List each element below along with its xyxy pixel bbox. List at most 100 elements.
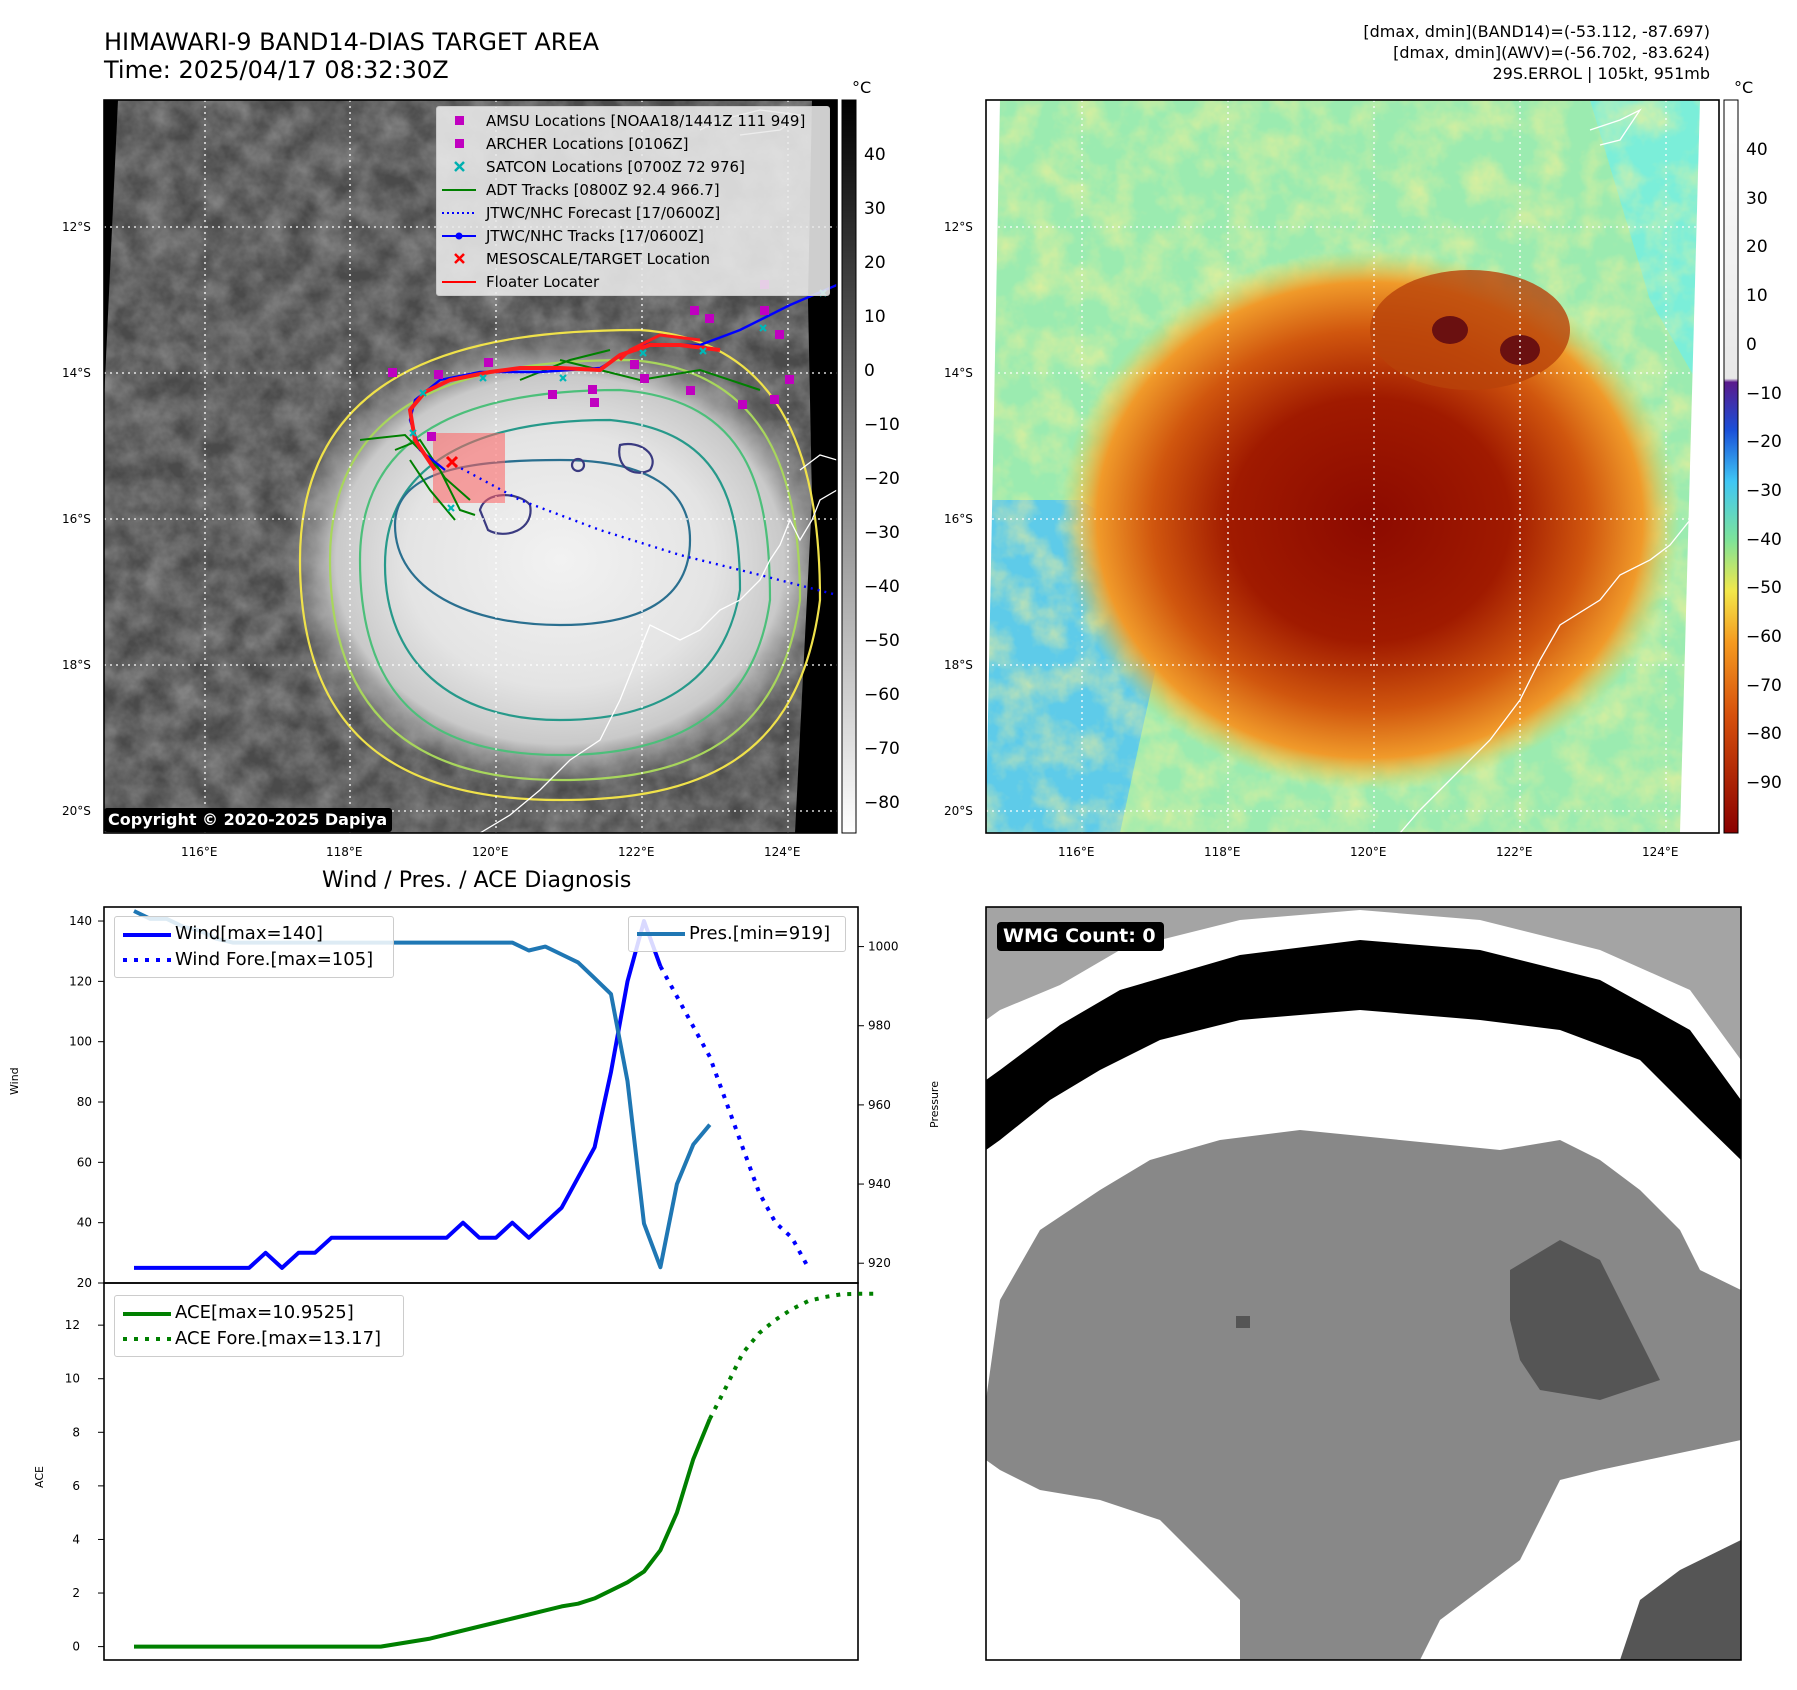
lon-tick-label: 118°E <box>1204 845 1241 859</box>
adt-tracks <box>359 349 761 521</box>
copyright-label: Copyright © 2020-2025 Dapiya <box>104 808 393 832</box>
legend-marker-icon <box>442 281 476 283</box>
colorbar-tick-label: 10 <box>1746 286 1768 307</box>
lon-tick-label: 124°E <box>764 845 801 859</box>
map-legend-item: ARCHER Locations [0106Z] <box>440 133 830 155</box>
diagnosis-title: Wind / Pres. / ACE Diagnosis <box>322 868 632 893</box>
colorbar-tick-label: 0 <box>1746 334 1757 355</box>
pressure-tick-label: 980 <box>868 1019 891 1033</box>
colorbar-tick-label: −80 <box>1746 724 1782 745</box>
map-legend-label: SATCON Locations [0700Z 72 976] <box>486 158 745 176</box>
legend-marker-icon <box>455 139 464 148</box>
ace-tick-label: 0 <box>72 1640 80 1654</box>
colorbar-tick-label: −70 <box>864 739 900 759</box>
lat-tick-label: 14°S <box>944 366 973 380</box>
pressure-tick-label: 960 <box>868 1098 891 1112</box>
colorbar-tick-label: 10 <box>864 307 886 327</box>
wind-tick-label: 80 <box>77 1095 92 1109</box>
legend-marker-icon <box>442 232 476 240</box>
legend-marker-icon <box>455 116 464 125</box>
awv-map-frame <box>985 99 1720 834</box>
ace-tick-label: 4 <box>72 1532 80 1546</box>
map-legend-label: JTWC/NHC Forecast [17/0600Z] <box>486 204 721 222</box>
lat-tick-label: 18°S <box>62 658 91 672</box>
lat-tick-label: 14°S <box>62 366 91 380</box>
ace-tick-label: 6 <box>72 1479 80 1493</box>
stats-line2: [dmax, dmin](AWV)=(-56.702, -83.624) <box>1393 43 1710 62</box>
map-legend-label: ARCHER Locations [0106Z] <box>486 135 689 153</box>
wind-legend: Wind[max=140] Wind Fore.[max=105] <box>114 916 394 978</box>
lon-tick-label: 122°E <box>618 845 655 859</box>
colorbar-tick-label: −80 <box>864 793 900 813</box>
map-legend-item: JTWC/NHC Forecast [17/0600Z] <box>440 202 830 224</box>
floater-locater <box>407 343 721 472</box>
lon-tick-label: 118°E <box>326 845 363 859</box>
lon-tick-label: 124°E <box>1642 845 1679 859</box>
mesoscale-target-marker <box>445 455 459 469</box>
map-legend-label: MESOSCALE/TARGET Location <box>486 250 711 268</box>
wmg-count-badge: WMG Count: 0 <box>997 922 1164 951</box>
lat-tick-label: 16°S <box>944 512 973 526</box>
awv-colorbar <box>1723 99 1739 834</box>
colorbar-tick-label: 20 <box>1746 237 1768 258</box>
map-legend-label: AMSU Locations [NOAA18/1441Z 111 949] <box>486 112 806 130</box>
legend-marker-icon <box>454 253 465 264</box>
ace-frame <box>103 1282 859 1661</box>
legend-pres-label: Pres.[min=919] <box>689 923 831 944</box>
colorbar-tick-label: −20 <box>1746 432 1782 453</box>
awv-map-gridlines <box>986 100 1719 833</box>
ir-colorbar <box>841 99 857 834</box>
lon-tick-label: 120°E <box>1350 845 1387 859</box>
lat-tick-label: 12°S <box>944 220 973 234</box>
legend-ace-label: ACE[max=10.9525] <box>175 1302 354 1323</box>
colorbar-tick-label: −50 <box>864 631 900 651</box>
map-legend-label: Floater Locater <box>486 273 600 291</box>
colorbar-tick-label: −40 <box>864 577 900 597</box>
map-title-line2: Time: 2025/04/17 08:32:30Z <box>104 56 449 84</box>
satcon-markers <box>409 289 827 512</box>
lat-tick-label: 20°S <box>944 804 973 818</box>
map-legend-item: AMSU Locations [NOAA18/1441Z 111 949] <box>440 110 830 132</box>
ace-tick-label: 10 <box>65 1372 80 1386</box>
colorbar-tick-label: 30 <box>864 199 886 219</box>
pressure-legend: Pres.[min=919] <box>628 916 846 952</box>
colorbar-tick-label: −40 <box>1746 529 1782 550</box>
ace-series-line <box>134 1418 712 1649</box>
mesoscale-target-box <box>433 433 505 503</box>
ir-map-frame <box>103 99 838 834</box>
map-legend-item: Floater Locater <box>440 271 830 293</box>
colorbar-tick-label: −70 <box>1746 675 1782 696</box>
colorbar-tick-label: −60 <box>1746 627 1782 647</box>
pressure-tick-label: 940 <box>868 1177 891 1191</box>
colorbar-tick-label: −90 <box>1746 773 1782 794</box>
colorbar-tick-label: 30 <box>1746 188 1768 209</box>
wmg-count-text: WMG Count: 0 <box>1003 925 1156 947</box>
legend-ace-fore-label: ACE Fore.[max=13.17] <box>175 1328 382 1349</box>
colorbar-tick-label: 40 <box>1746 140 1768 160</box>
colorbar-tick-label: −50 <box>1746 578 1782 599</box>
colorbar-tick-label: −10 <box>864 415 900 435</box>
colorbar-tick-label: −30 <box>864 523 900 543</box>
wmg-frame <box>985 906 1742 1661</box>
stats-line1: [dmax, dmin](BAND14)=(-53.112, -87.697) <box>1363 22 1710 41</box>
map-title-line1: HIMAWARI-9 BAND14-DIAS TARGET AREA <box>104 28 600 56</box>
pressure-tick-label: 920 <box>868 1256 891 1270</box>
colorbar-tick-label: −30 <box>1746 480 1782 501</box>
legend-wind-fore-label: Wind Fore.[max=105] <box>175 949 374 970</box>
map-legend <box>436 106 830 296</box>
lon-tick-label: 122°E <box>1496 845 1533 859</box>
map-legend-item: MESOSCALE/TARGET Location <box>440 248 830 270</box>
colorbar-tick-label: −20 <box>864 469 900 489</box>
legend-marker-icon <box>442 189 476 191</box>
colorbar-tick-label: 0 <box>864 361 875 381</box>
colorbar-tick-label: 40 <box>864 145 886 165</box>
lat-tick-label: 12°S <box>62 220 91 234</box>
pressure-tick-label: 1000 <box>868 940 899 954</box>
wind-tick-label: 140 <box>69 914 92 928</box>
ace-tick-label: 2 <box>72 1586 80 1600</box>
lon-tick-label: 116°E <box>1058 845 1095 859</box>
stats-line3: 29S.ERROL | 105kt, 951mb <box>1492 64 1710 83</box>
lat-tick-label: 18°S <box>944 658 973 672</box>
